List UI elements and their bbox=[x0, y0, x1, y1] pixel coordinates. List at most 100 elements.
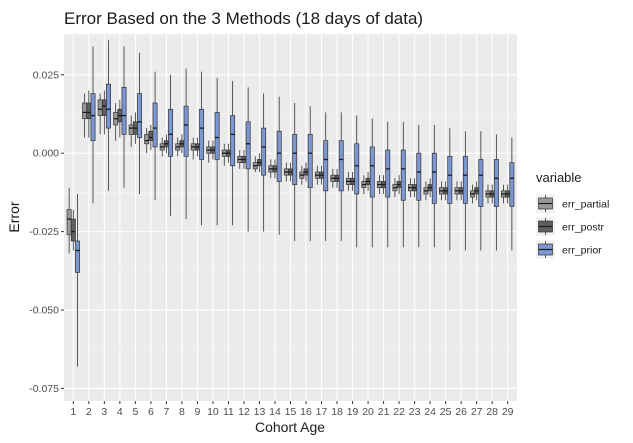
box-err_postr-2 bbox=[86, 90, 92, 138]
box-body bbox=[338, 140, 344, 192]
box-err_prior-7 bbox=[168, 74, 174, 216]
box-err_postr-22 bbox=[396, 175, 402, 194]
box-err_prior-26 bbox=[462, 131, 468, 251]
box-err_prior-20 bbox=[369, 118, 375, 248]
box-body bbox=[214, 112, 220, 160]
x-tick-label: 20 bbox=[362, 406, 374, 418]
box-err_prior-16 bbox=[307, 106, 313, 242]
box-body bbox=[86, 102, 92, 120]
box-body bbox=[354, 143, 360, 195]
box-err_prior-25 bbox=[447, 128, 453, 251]
x-tick-label: 23 bbox=[409, 406, 421, 418]
box-body bbox=[493, 159, 499, 207]
x-tick-label: 5 bbox=[132, 406, 138, 418]
box-body bbox=[101, 99, 107, 116]
legend: variable err_partial err_postr err_prior bbox=[536, 170, 609, 259]
box-series bbox=[66, 40, 515, 367]
box-err_prior-3 bbox=[106, 40, 111, 191]
x-axis-title: Cohort Age bbox=[255, 419, 325, 435]
box-body bbox=[75, 240, 80, 273]
chart-title: Error Based on the 3 Methods (18 days of… bbox=[64, 9, 423, 28]
x-tick-label: 1 bbox=[70, 406, 76, 418]
x-tick-label: 8 bbox=[179, 406, 185, 418]
box-err_postr-20 bbox=[365, 172, 371, 191]
x-tick-label: 12 bbox=[238, 406, 250, 418]
legend-label: err_partial bbox=[562, 199, 609, 211]
box-err_prior-4 bbox=[121, 46, 127, 188]
x-axis: 1 2 3 4 5 6 7 8 9 10 11 12 13 14 15 16 17 18 19 20 21 22 23 24 2… bbox=[70, 401, 514, 418]
box-err_postr-25 bbox=[443, 181, 449, 201]
box-err_postr-14 bbox=[272, 159, 278, 179]
box-err_prior-28 bbox=[493, 134, 499, 251]
box-err_prior-2 bbox=[90, 46, 96, 204]
box-body bbox=[90, 93, 96, 141]
x-tick-label: 27 bbox=[471, 406, 483, 418]
box-body bbox=[431, 152, 437, 204]
box-err_partial-7 bbox=[159, 137, 165, 157]
grid-lines bbox=[64, 34, 517, 401]
legend-item-err_prior: err_prior bbox=[536, 240, 602, 259]
box-err_partial-9 bbox=[190, 137, 196, 160]
x-tick-label: 14 bbox=[269, 406, 281, 418]
x-tick-label: 28 bbox=[486, 406, 498, 418]
box-body bbox=[400, 149, 406, 201]
y-tick-label: 0.000 bbox=[33, 148, 59, 160]
box-body bbox=[168, 108, 174, 157]
box-err_partial-24 bbox=[423, 181, 429, 201]
x-tick-label: 21 bbox=[378, 406, 390, 418]
box-body bbox=[307, 134, 313, 189]
box-body bbox=[70, 218, 76, 242]
legend-label: err_prior bbox=[562, 245, 602, 257]
y-axis: -0.075 -0.050 -0.025 0.000 0.025 bbox=[29, 69, 64, 395]
box-err_partial-2 bbox=[82, 93, 88, 138]
box-err_prior-5 bbox=[137, 52, 142, 194]
x-tick-label: 15 bbox=[285, 406, 297, 418]
box-err_partial-18 bbox=[330, 168, 336, 188]
x-tick-label: 24 bbox=[424, 406, 436, 418]
box-body bbox=[369, 146, 375, 198]
box-err_prior-24 bbox=[431, 124, 437, 248]
box-body bbox=[462, 155, 468, 204]
box-body bbox=[199, 108, 205, 160]
box-err_prior-9 bbox=[199, 71, 205, 226]
box-err_prior-22 bbox=[400, 121, 406, 248]
box-body bbox=[245, 121, 251, 170]
box-err_prior-8 bbox=[183, 68, 189, 220]
box-body bbox=[144, 134, 150, 145]
x-tick-label: 19 bbox=[347, 406, 359, 418]
box-err_partial-5 bbox=[128, 115, 134, 147]
box-body bbox=[66, 209, 72, 236]
x-tick-label: 2 bbox=[86, 406, 92, 418]
box-body bbox=[152, 102, 158, 148]
box-err_partial-16 bbox=[299, 165, 305, 185]
legend-title: variable bbox=[536, 170, 582, 185]
legend-item-err_partial: err_partial bbox=[536, 194, 609, 213]
box-err_prior-17 bbox=[323, 112, 329, 242]
box-body bbox=[97, 99, 103, 116]
box-err_prior-11 bbox=[230, 81, 236, 226]
box-err_prior-14 bbox=[276, 96, 282, 235]
x-tick-label: 22 bbox=[393, 406, 405, 418]
x-tick-label: 10 bbox=[207, 406, 219, 418]
box-body bbox=[276, 130, 282, 182]
y-tick-label: 0.025 bbox=[33, 69, 59, 81]
box-body bbox=[106, 83, 111, 129]
box-body bbox=[82, 102, 88, 120]
box-err_prior-1 bbox=[75, 193, 80, 367]
box-err_postr-15 bbox=[288, 162, 293, 182]
box-err_prior-13 bbox=[261, 93, 267, 232]
box-err_prior-15 bbox=[292, 103, 298, 242]
box-err_prior-18 bbox=[338, 112, 344, 242]
x-tick-label: 18 bbox=[331, 406, 343, 418]
box-err_prior-19 bbox=[354, 115, 360, 248]
box-err_partial-8 bbox=[175, 137, 181, 157]
box-err_postr-23 bbox=[412, 178, 418, 198]
box-body bbox=[416, 152, 422, 201]
legend-label: err_postr bbox=[562, 222, 605, 234]
box-body bbox=[292, 134, 298, 185]
box-err_partial-29 bbox=[501, 184, 506, 204]
box-body bbox=[230, 115, 236, 167]
y-tick-label: -0.050 bbox=[29, 305, 59, 317]
box-err_prior-6 bbox=[152, 71, 158, 201]
